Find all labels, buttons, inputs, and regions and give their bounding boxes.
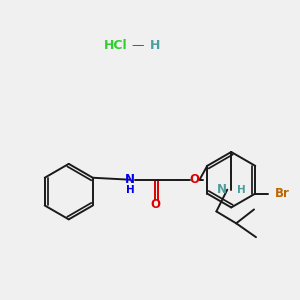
Text: —: — [132,40,144,52]
Text: H: H [237,184,246,195]
Text: O: O [150,198,160,211]
Text: Br: Br [275,187,290,200]
Text: H: H [126,184,135,195]
Text: H: H [150,40,160,52]
Text: O: O [190,173,200,186]
Text: HCl: HCl [103,40,127,52]
Text: N: N [217,183,227,196]
Text: N: N [125,173,135,186]
